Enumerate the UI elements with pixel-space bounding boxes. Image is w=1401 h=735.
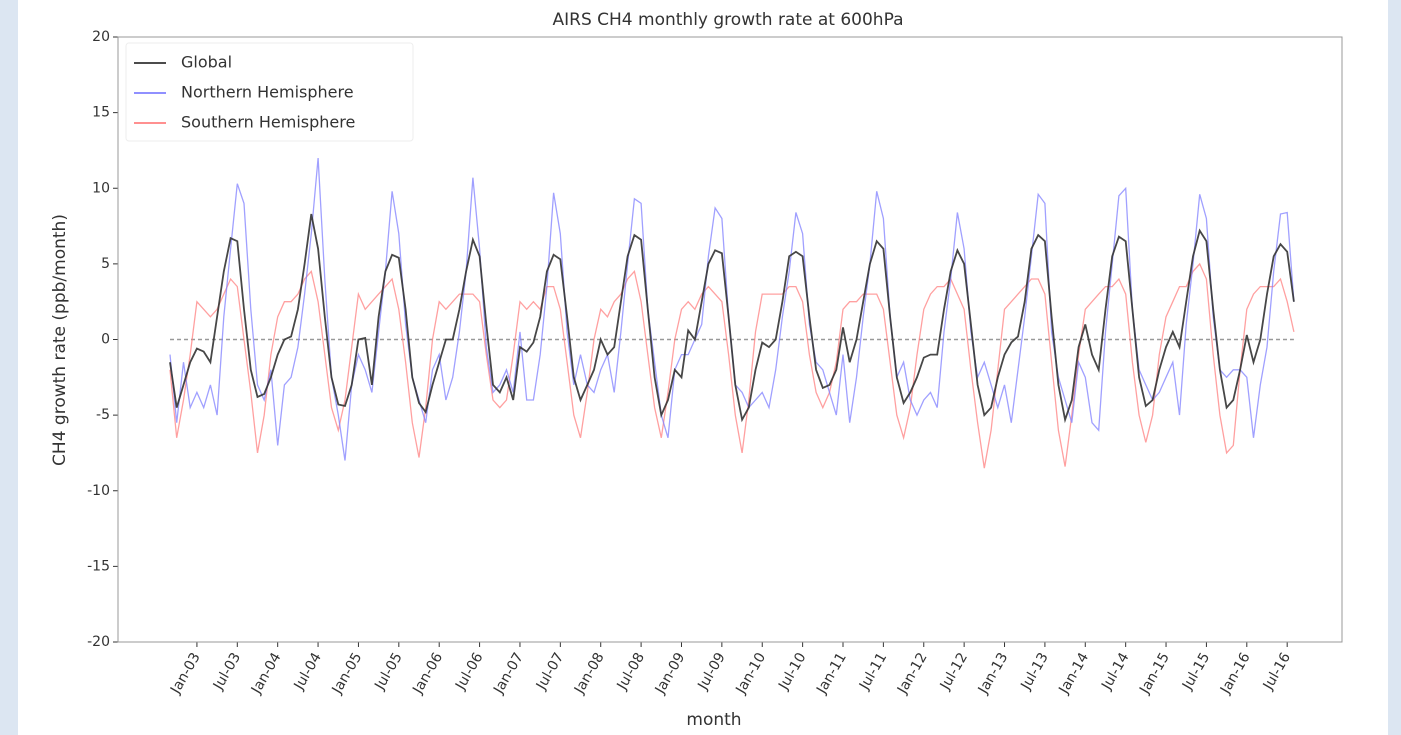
x-tick-label: Jan-10 — [733, 650, 770, 697]
x-tick-label: Jan-07 — [490, 650, 527, 697]
x-tick-label: Jan-05 — [329, 650, 366, 697]
x-tick-label: Jul-12 — [937, 650, 971, 693]
x-tick-label: Jan-08 — [571, 650, 608, 697]
x-tick-label: Jul-13 — [1018, 650, 1052, 693]
x-tick-label: Jul-10 — [775, 650, 809, 693]
x-tick-label: Jan-06 — [410, 650, 447, 697]
x-tick-label: Jan-03 — [167, 650, 204, 697]
x-tick-label: Jul-15 — [1179, 650, 1213, 693]
y-tick-label: -15 — [87, 558, 110, 574]
y-tick-label: 20 — [92, 29, 110, 45]
x-tick-label: Jan-14 — [1056, 650, 1093, 697]
legend-box — [125, 42, 414, 142]
x-tick-label: Jul-04 — [291, 650, 325, 693]
y-tick-label: 10 — [92, 180, 110, 196]
y-tick-label: -5 — [96, 407, 110, 423]
x-tick-label: Jul-14 — [1098, 650, 1132, 693]
x-axis-label: month — [686, 710, 741, 730]
x-tick-label: Jul-08 — [614, 650, 648, 693]
x-tick-label: Jan-15 — [1136, 650, 1173, 697]
y-tick-label: 0 — [101, 332, 110, 348]
series-line — [169, 157, 1295, 461]
x-tick-label: Jul-09 — [695, 650, 729, 693]
chart: AIRS CH4 monthly growth rate at 600hPa m… — [18, 0, 1388, 735]
x-tick-label: Jan-09 — [652, 650, 689, 697]
legend-label: Global — [181, 53, 232, 72]
legend-label: Southern Hemisphere — [181, 113, 355, 132]
y-tick-label: 15 — [92, 105, 110, 121]
x-tick-label: Jan-12 — [894, 650, 931, 697]
series-line — [169, 213, 1295, 424]
x-tick-label: Jan-11 — [813, 650, 850, 697]
y-tick-label: -20 — [87, 634, 110, 650]
y-axis-label: CH4 growth rate (ppb/month) — [50, 214, 70, 466]
x-tick-label: Jul-06 — [452, 650, 486, 693]
x-tick-label: Jul-11 — [856, 650, 890, 693]
x-tick-label: Jul-07 — [533, 650, 567, 693]
x-tick-label: Jul-05 — [372, 650, 406, 693]
x-tick-label: Jul-16 — [1260, 650, 1294, 693]
y-tick-label: 5 — [101, 256, 110, 272]
x-tick-label: Jan-13 — [975, 650, 1012, 697]
x-tick-label: Jan-04 — [248, 650, 285, 697]
series-line — [169, 262, 1295, 469]
x-tick-label: Jan-16 — [1217, 650, 1254, 697]
chart-title: AIRS CH4 monthly growth rate at 600hPa — [553, 10, 904, 30]
y-tick-label: -10 — [87, 483, 110, 499]
x-tick-label: Jul-03 — [210, 650, 244, 693]
plot-frame — [117, 36, 1343, 643]
legend-label: Northern Hemisphere — [181, 83, 354, 102]
